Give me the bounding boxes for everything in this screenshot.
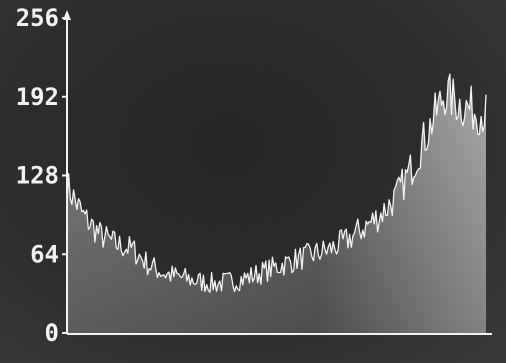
histogram-line-layer (66, 73, 487, 293)
histogram-area-shade (67, 74, 486, 333)
y-tick-label: 192 (16, 83, 59, 111)
histogram-line (66, 73, 487, 293)
y-tick-layer: 0 64 128 192 256 (16, 4, 67, 347)
y-tick-label: 64 (30, 240, 59, 268)
histogram-area-layer (67, 74, 486, 333)
y-tick-label: 0 (45, 319, 59, 347)
y-tick-label: 256 (16, 4, 59, 32)
y-tick-label: 128 (16, 162, 59, 190)
